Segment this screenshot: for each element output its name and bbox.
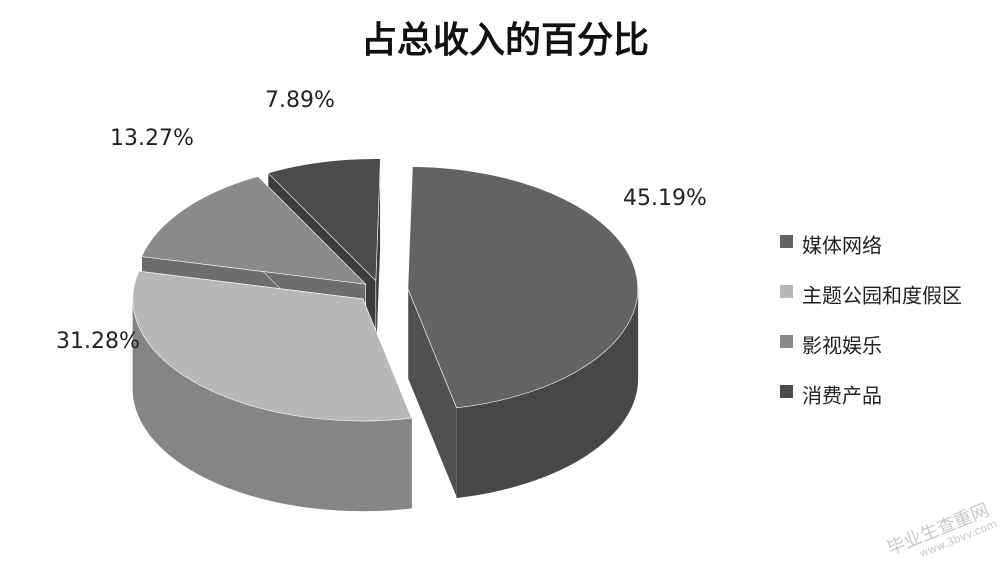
legend-swatch	[780, 285, 793, 298]
legend-item-1: 主题公园和度假区	[780, 284, 962, 308]
data-label-1: 31.28%	[56, 329, 140, 354]
legend-item-0: 媒体网络	[780, 234, 882, 258]
pie-slice-0	[407, 166, 639, 499]
legend-swatch	[780, 235, 793, 248]
legend-swatch	[780, 335, 793, 348]
data-label-2: 13.27%	[110, 126, 194, 151]
legend-label: 主题公园和度假区	[802, 284, 962, 308]
pie-slice-top	[407, 166, 639, 409]
legend-label: 影视娱乐	[802, 334, 882, 358]
chart-title: 占总收入的百分比	[361, 20, 649, 61]
pie-slices	[132, 158, 639, 512]
legend-item-3: 消费产品	[780, 384, 882, 408]
watermark: 毕业生查重网 www.3bvv.com	[884, 500, 999, 561]
data-labels: 45.19% 31.28% 13.27% 7.89%	[56, 88, 707, 354]
pie-slice-top	[267, 158, 381, 282]
legend-item-2: 影视娱乐	[780, 334, 882, 358]
legend-label: 媒体网络	[802, 234, 882, 258]
pie-slice-top	[141, 176, 367, 285]
data-label-3: 7.89%	[265, 88, 335, 113]
legend-label: 消费产品	[802, 384, 882, 408]
data-label-0: 45.19%	[623, 186, 707, 211]
pie-slice-1	[132, 270, 413, 512]
legend-swatch	[780, 385, 793, 398]
pie-slice-top	[132, 270, 413, 422]
